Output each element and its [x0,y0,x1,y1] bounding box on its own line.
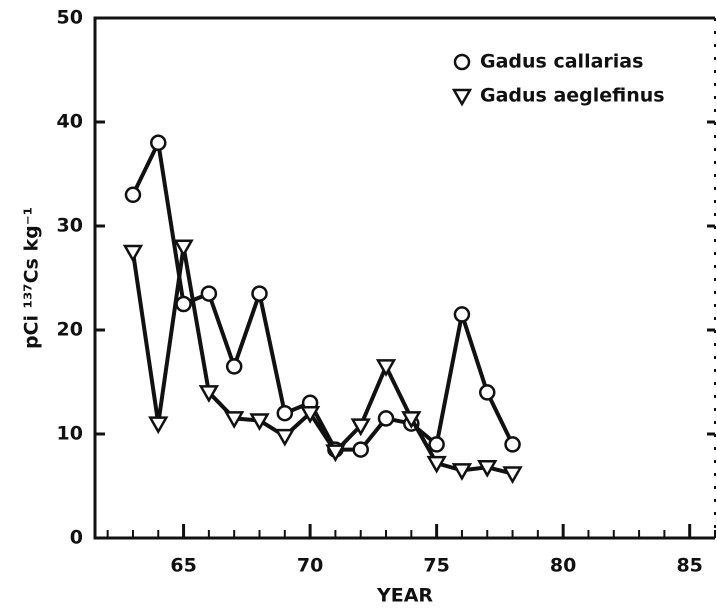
point [224,411,245,429]
point [274,428,295,447]
point [426,455,447,474]
point [198,385,220,403]
legend-label: Gadus aeglefinus [480,85,665,107]
point [350,418,371,437]
y-tick-label: 10 [57,423,83,445]
point [299,405,321,424]
point [325,444,346,463]
point [251,285,268,302]
point [428,436,445,453]
series-line [131,136,515,452]
point [377,410,395,427]
x-tick-label: 85 [676,555,702,577]
x-tick-label: 80 [550,555,576,577]
point [453,306,471,323]
y-tick-label: 50 [57,7,83,29]
y-tick-label: 40 [57,111,83,133]
x-tick-label: 75 [423,555,449,577]
point [477,460,498,478]
x-tick-label: 70 [297,555,323,577]
point [478,384,496,401]
x-tick-label: 65 [170,555,196,577]
point [504,436,521,453]
point [122,244,144,263]
point [200,285,218,302]
legend-label: Gadus callarias [480,51,643,73]
point [401,411,422,429]
point [276,404,294,422]
point [502,466,523,485]
legend-marker [453,53,471,71]
point [150,134,167,152]
x-axis-label: YEAR [376,585,433,607]
y-tick-label: 0 [70,527,83,549]
point [451,463,473,481]
point [173,239,194,258]
point [352,441,369,458]
point [148,416,169,435]
point [249,413,270,431]
legend-marker [451,88,473,107]
y-tick-label: 30 [57,215,83,237]
plot-frame [93,16,715,540]
series-line [130,246,514,476]
point [124,186,142,204]
point [175,295,192,313]
point [225,358,243,375]
y-tick-label: 20 [57,319,83,341]
point [375,359,397,377]
y-axis-label: pCi ¹³⁷Cs kg⁻¹ [21,207,43,349]
